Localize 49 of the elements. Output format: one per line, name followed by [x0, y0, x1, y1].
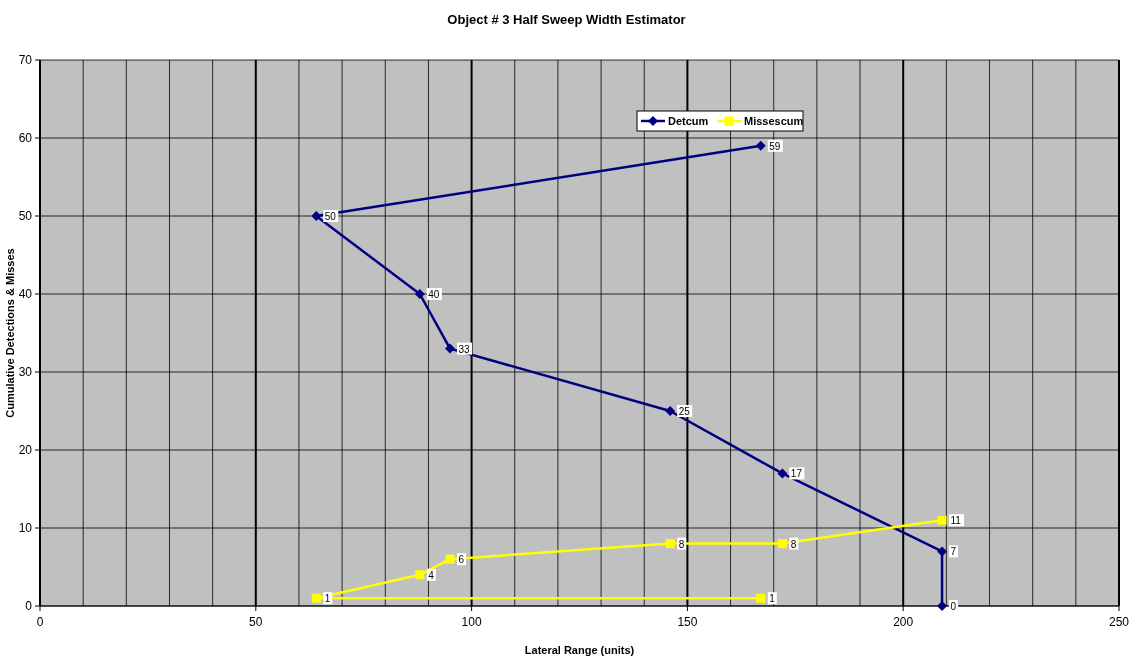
- data-label: 25: [678, 406, 691, 417]
- point: [937, 546, 948, 557]
- y-tick-label: 20: [18, 443, 33, 457]
- x-tick-label: 150: [677, 615, 698, 629]
- data-label: 8: [790, 538, 797, 550]
- data-label: 0: [950, 601, 957, 612]
- data-label: 8: [678, 538, 685, 550]
- data-label: 50: [324, 211, 337, 222]
- point: [777, 468, 788, 479]
- chart-title: Object # 3 Half Sweep Width Estimator: [447, 12, 686, 27]
- data-label: 40: [428, 289, 440, 300]
- x-tick-label: 200: [893, 615, 914, 629]
- data-label: 1: [324, 593, 331, 605]
- x-axis-title: Lateral Range (units): [524, 644, 635, 656]
- point: [937, 601, 948, 611]
- data-label: 11: [950, 515, 962, 527]
- x-tick-label: 250: [1108, 615, 1130, 629]
- point: [756, 593, 766, 603]
- data-label: 7: [950, 546, 957, 558]
- y-tick-label: 50: [18, 209, 33, 223]
- point: [445, 554, 455, 564]
- point: [414, 289, 425, 299]
- point: [937, 515, 947, 525]
- point: [777, 539, 787, 549]
- x-tick-label: 0: [36, 615, 44, 629]
- point: [415, 570, 425, 580]
- data-label: 6: [458, 554, 465, 566]
- y-axis-title: Cumulative Detections & Misses: [4, 248, 16, 418]
- y-tick-label: 60: [18, 131, 33, 145]
- point: [665, 406, 676, 416]
- data-label: 17: [790, 468, 803, 480]
- point: [311, 593, 321, 603]
- point: [311, 211, 322, 221]
- x-tick-label: 100: [461, 615, 482, 629]
- y-tick-label: 40: [18, 287, 33, 301]
- point: [445, 343, 456, 354]
- data-label: 59: [769, 140, 781, 152]
- y-tick-label: 30: [18, 365, 33, 379]
- point: [755, 140, 766, 151]
- point: [665, 539, 675, 549]
- data-label: 4: [428, 569, 435, 581]
- legend-label: Missescum: [744, 115, 804, 127]
- data-label: 1: [769, 593, 776, 605]
- x-tick-label: 50: [249, 615, 263, 629]
- legend-label: Detcum: [668, 115, 709, 127]
- y-tick-label: 0: [25, 599, 33, 613]
- y-tick-label: 70: [18, 53, 33, 67]
- y-tick-label: 10: [18, 521, 33, 535]
- data-label: 33: [458, 343, 471, 355]
